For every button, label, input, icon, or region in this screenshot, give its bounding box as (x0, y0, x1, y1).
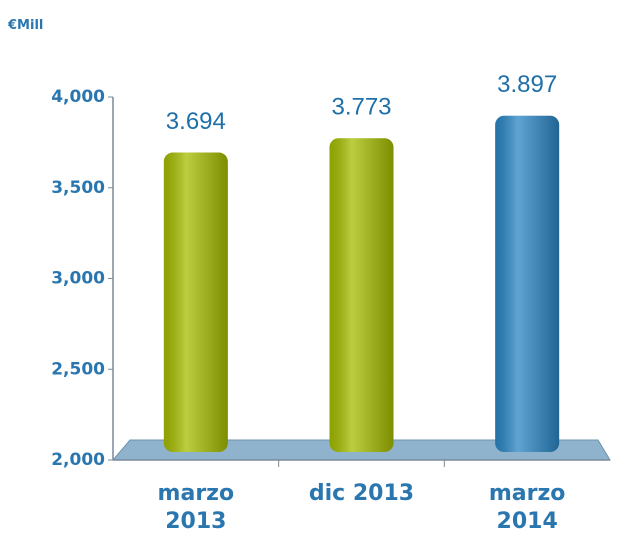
x-tick-label: marzo 2014 (488, 481, 566, 534)
unit-label: €Mill (8, 18, 44, 33)
y-tick-label: 4,000 (51, 87, 105, 107)
bar-shade (329, 138, 394, 452)
value-label: 3.694 (166, 108, 226, 135)
y-tick-label: 3,000 (51, 269, 105, 289)
y-tick-label: 2,500 (51, 359, 105, 379)
bar-shade (495, 115, 560, 452)
x-tick-label: dic 2013 (308, 481, 415, 506)
y-tick-label: 2,000 (51, 450, 105, 470)
value-label: 3.897 (497, 71, 557, 98)
bar-shade (163, 152, 228, 452)
y-tick-label: 3,500 (51, 178, 105, 198)
value-label: 3.773 (331, 94, 391, 121)
x-tick-label: marzo 2013 (157, 481, 235, 534)
